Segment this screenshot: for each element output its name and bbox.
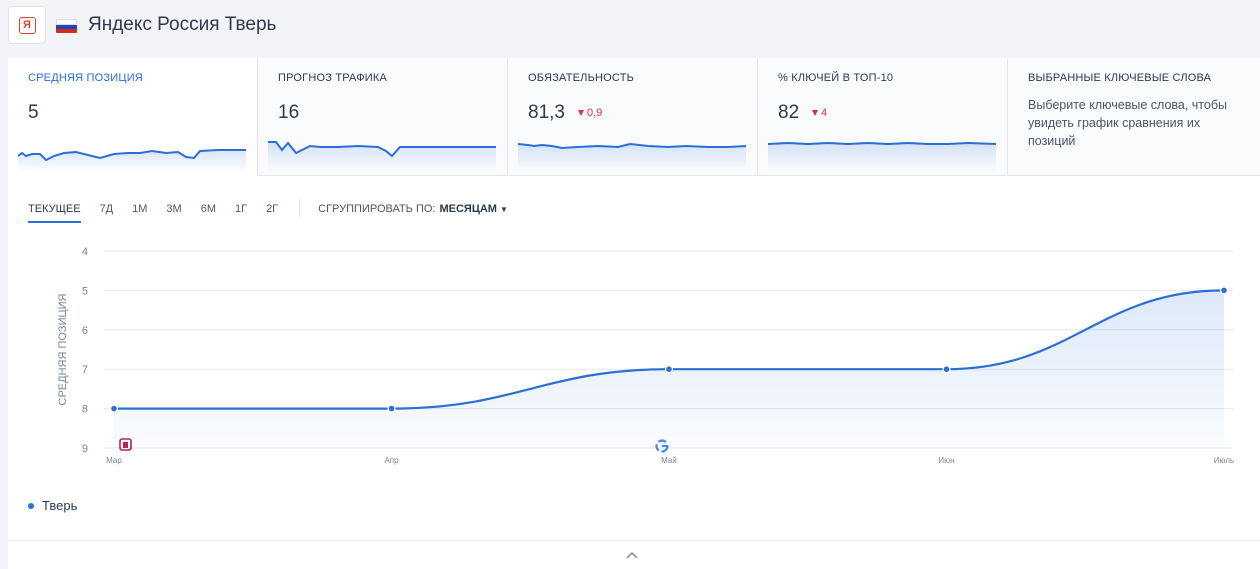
metric-title: Прогноз трафика <box>278 72 388 84</box>
period-tabs: Текущее 7Д 1М 3М 6М 1Г 2Г Сгруппировать … <box>28 198 508 226</box>
y-axis-label: СРЕДНЯЯ ПОЗИЦИЯ <box>57 293 69 405</box>
metric-card-obligation[interactable]: Обязательность 81,3 0,9 <box>508 58 758 176</box>
down-triangle-icon <box>812 110 818 116</box>
legend-dot <box>28 502 34 509</box>
y-tick-label: 5 <box>82 285 88 297</box>
metric-card-avg-position[interactable]: Средняя позиция 5 <box>8 58 258 176</box>
sparkline-traffic-forecast <box>268 141 496 172</box>
chevron-up-icon[interactable] <box>623 548 641 562</box>
header: Я Яндекс Россия Тверь <box>0 0 1260 52</box>
tabs-divider <box>299 199 301 217</box>
x-tick-label: Апр <box>384 456 399 465</box>
data-point <box>1219 286 1228 295</box>
page-title: Яндекс Россия Тверь <box>88 14 277 35</box>
legend-label: Тверь <box>42 498 78 513</box>
x-tick-label: Июн <box>938 456 954 465</box>
metric-description: Выберите ключевые слова, чтобы увидеть г… <box>1028 98 1227 148</box>
chevron-down-icon: ▼ <box>499 204 508 214</box>
group-by-value: Месяцам <box>439 203 497 215</box>
y-tick-label: 4 <box>82 246 88 258</box>
metric-title: Средняя позиция <box>28 72 143 84</box>
metric-value: 82 <box>778 102 800 123</box>
data-point <box>942 365 951 374</box>
y-tick-label: 9 <box>82 443 88 455</box>
metric-delta: 4 <box>812 107 827 119</box>
tab-1m[interactable]: 1М <box>132 203 148 215</box>
metric-title: Обязательность <box>528 72 635 84</box>
y-tick-label: 8 <box>82 404 88 416</box>
y-tick-label: 7 <box>82 364 88 376</box>
metric-value: 5 <box>28 102 39 123</box>
tab-6m[interactable]: 6М <box>200 203 216 215</box>
metric-delta: 0,9 <box>578 107 602 119</box>
tab-1y[interactable]: 1Г <box>234 203 248 215</box>
x-tick-label: Июль <box>1214 456 1234 465</box>
yandex-logo-icon[interactable]: Я <box>8 6 46 44</box>
group-by-dropdown[interactable]: Месяцам ▼ <box>439 201 507 223</box>
divider <box>8 540 1260 541</box>
sparkline-obligation <box>518 142 747 172</box>
tab-2y[interactable]: 2Г <box>266 203 279 215</box>
metric-card-traffic-forecast[interactable]: Прогноз трафика 16 <box>258 58 508 176</box>
logo-glyph: Я <box>18 16 36 34</box>
y-tick-label: 6 <box>82 325 88 337</box>
data-point <box>109 404 118 413</box>
group-by-label: Сгруппировать по: <box>318 203 436 215</box>
metric-title: % ключей в ТОП-10 <box>778 72 894 84</box>
series-area <box>114 290 1224 448</box>
data-point <box>664 365 673 374</box>
metric-cards: Средняя позиция 5 Прогноз трафика 16 Обя… <box>8 58 1260 176</box>
metric-title: Выбранные ключевые слова <box>1028 72 1212 84</box>
sparkline-avg-position <box>18 149 246 172</box>
google-icon <box>655 439 669 453</box>
metric-value: 81,3 <box>528 102 565 123</box>
tab-3m[interactable]: 3М <box>166 203 182 215</box>
down-triangle-icon <box>578 110 584 116</box>
data-point <box>387 404 396 413</box>
metric-card-selected-keywords[interactable]: Выбранные ключевые слова Выберите ключев… <box>1008 58 1260 176</box>
tab-7d[interactable]: 7Д <box>99 203 114 215</box>
chart-legend[interactable]: Тверь <box>28 498 77 513</box>
x-tick-label: Мар <box>106 456 122 465</box>
yandex-update-icon <box>119 438 132 451</box>
metric-value: 16 <box>278 102 300 123</box>
russia-flag-icon <box>56 19 77 33</box>
tab-current[interactable]: Текущее <box>28 201 81 223</box>
sparkline-top10 <box>768 141 997 172</box>
position-chart: 4 5 6 7 8 9 СРЕДНЯЯ ПОЗИЦИЯ Мар Апр Май Июн Июль <box>57 246 1234 465</box>
x-tick-label: Май <box>661 456 677 465</box>
metric-card-top10[interactable]: % ключей в ТОП-10 82 4 <box>758 58 1008 176</box>
main-panel: Средняя позиция 5 Прогноз трафика 16 Обя… <box>8 58 1260 569</box>
